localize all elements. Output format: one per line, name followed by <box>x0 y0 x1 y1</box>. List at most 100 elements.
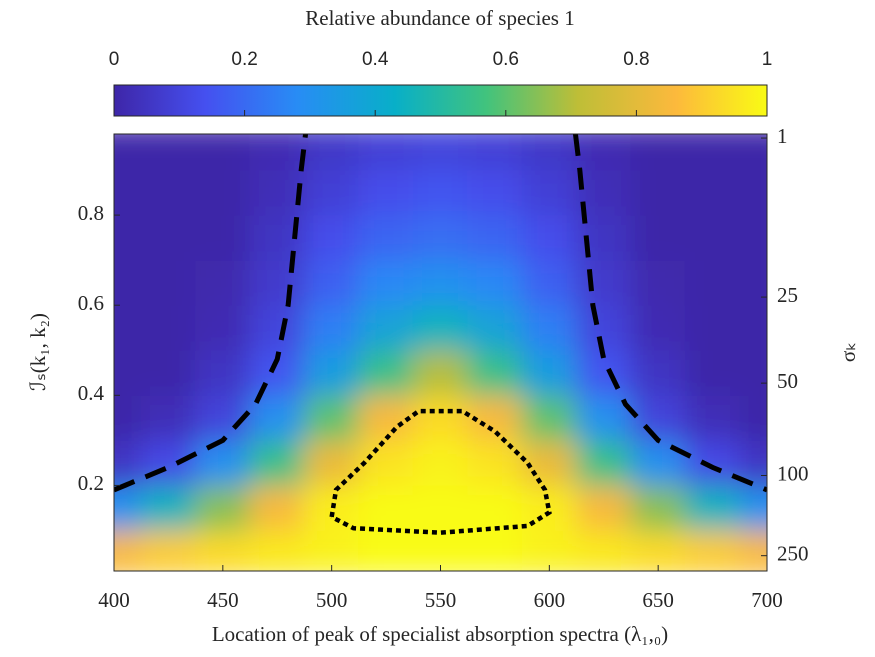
heat-cell <box>521 214 578 261</box>
heat-cell <box>303 214 360 261</box>
y2-tick-label: 250 <box>777 541 809 565</box>
y-tick-label: 0.6 <box>78 291 104 315</box>
heat-cell <box>684 529 741 571</box>
heat-cell <box>303 349 360 396</box>
heat-cell <box>195 304 251 351</box>
y2-tick-label: 50 <box>777 369 798 393</box>
heat-cell <box>467 484 523 531</box>
heat-cell <box>684 349 741 396</box>
heat-cell <box>521 349 578 396</box>
heat-cell <box>467 259 523 306</box>
heat-cell <box>114 439 142 486</box>
heat-cell <box>195 529 251 571</box>
y-tick-label: 0.8 <box>78 201 104 225</box>
heat-cell <box>140 259 197 306</box>
heat-cell <box>467 214 523 261</box>
colorbar-tick-label: 0.6 <box>493 49 519 70</box>
heat-cell <box>412 304 469 351</box>
heat-cell <box>521 134 578 171</box>
heat-cell <box>195 214 251 261</box>
heat-cell <box>576 484 632 531</box>
colorbar-tick-label: 0 <box>109 49 120 70</box>
heat-cell <box>114 304 142 351</box>
x-tick-label: 400 <box>98 588 130 612</box>
heat-cell <box>140 214 197 261</box>
heat-cell <box>630 134 686 171</box>
heat-cell <box>576 439 632 486</box>
heat-cell <box>303 134 360 171</box>
heat-cell <box>358 134 414 171</box>
heat-cell <box>630 349 686 396</box>
heat-cell <box>358 439 414 486</box>
contour-line <box>114 134 309 493</box>
heat-cell <box>249 529 305 571</box>
heat-cell <box>358 484 414 531</box>
colorbar-tick-label: 0.4 <box>362 49 389 70</box>
heat-cell <box>303 169 360 216</box>
heat-cell <box>140 484 197 531</box>
heat-cell <box>140 349 197 396</box>
colorbar-tick-label: 0.8 <box>623 49 649 70</box>
heat-cell <box>412 349 469 396</box>
heat-cell <box>521 259 578 306</box>
heat-cell <box>114 214 142 261</box>
heat-cell <box>467 134 523 171</box>
x-tick-label: 650 <box>642 588 674 612</box>
heat-cell <box>412 529 469 571</box>
heatmap <box>114 134 767 571</box>
heat-cell <box>114 484 142 531</box>
heatmap-cells <box>114 134 767 571</box>
heat-cell <box>630 439 686 486</box>
heat-cell <box>630 394 686 441</box>
heat-cell <box>630 529 686 571</box>
heat-cell <box>412 259 469 306</box>
colorbar-title: Relative abundance of species 1 <box>305 6 574 30</box>
heat-cell <box>739 169 767 216</box>
heat-cell <box>521 439 578 486</box>
heat-cell <box>630 214 686 261</box>
heat-cell <box>303 529 360 571</box>
heat-cell <box>576 529 632 571</box>
heat-cell <box>140 134 197 171</box>
heat-cell <box>467 439 523 486</box>
heat-cell <box>358 349 414 396</box>
heat-cell <box>739 394 767 441</box>
heat-cell <box>303 439 360 486</box>
heat-cell <box>303 484 360 531</box>
heat-cell <box>684 169 741 216</box>
heat-cell <box>412 439 469 486</box>
contours <box>114 134 767 535</box>
heat-cell <box>684 394 741 441</box>
y2-tick-label: 1 <box>777 124 788 148</box>
heat-cell <box>358 214 414 261</box>
heat-cell <box>249 304 305 351</box>
heat-cell <box>358 394 414 441</box>
heat-cell <box>249 134 305 171</box>
heat-cell <box>195 484 251 531</box>
heat-cell <box>739 349 767 396</box>
heat-cell <box>140 529 197 571</box>
heat-cell <box>358 304 414 351</box>
heat-cell <box>576 259 632 306</box>
heat-cell <box>739 259 767 306</box>
heat-cell <box>195 439 251 486</box>
heat-cell <box>358 529 414 571</box>
heat-cell <box>412 484 469 531</box>
x-tick-label: 500 <box>316 588 348 612</box>
heat-cell <box>684 134 741 171</box>
heat-cell <box>140 304 197 351</box>
heat-cell <box>684 484 741 531</box>
heat-cell <box>684 304 741 351</box>
heat-cell <box>521 304 578 351</box>
heat-cell <box>467 169 523 216</box>
heat-cell <box>684 214 741 261</box>
heat-cell <box>195 169 251 216</box>
heat-cell <box>412 134 469 171</box>
heat-cell <box>303 304 360 351</box>
x-axis-label: Location of peak of specialist absorptio… <box>212 622 668 646</box>
heat-cell <box>195 259 251 306</box>
colorbar-tick-label: 0.2 <box>231 49 257 70</box>
y-tick-label: 0.2 <box>78 471 104 495</box>
heat-cell <box>467 529 523 571</box>
